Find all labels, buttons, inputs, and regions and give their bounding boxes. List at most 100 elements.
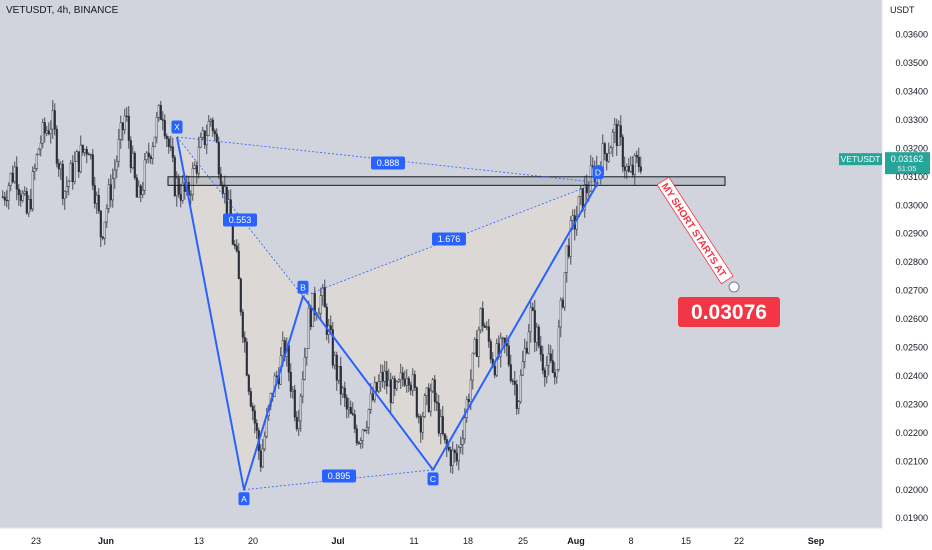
point-label-c: C bbox=[430, 474, 436, 484]
candle-body bbox=[255, 422, 258, 431]
time-axis-background bbox=[0, 528, 882, 550]
candle-body bbox=[89, 154, 92, 156]
ratio-label: 0.888 bbox=[377, 158, 400, 168]
candle-body bbox=[117, 139, 120, 162]
candle-body bbox=[213, 130, 216, 135]
price-tag-symbol-bg bbox=[839, 153, 882, 166]
resistance-zone bbox=[167, 176, 726, 186]
x-tick-label: 25 bbox=[518, 536, 528, 546]
candle-body bbox=[171, 146, 174, 158]
candle-body bbox=[217, 141, 220, 175]
short-callout-handle bbox=[728, 281, 740, 293]
candle-body bbox=[97, 195, 100, 212]
candle-body bbox=[523, 347, 526, 362]
candle-body bbox=[301, 378, 304, 397]
candle-body bbox=[553, 372, 556, 378]
candle-body bbox=[501, 337, 504, 340]
candle-body bbox=[307, 307, 310, 349]
candle-body bbox=[513, 380, 516, 385]
candle-body bbox=[71, 162, 74, 183]
candle-body bbox=[557, 326, 560, 370]
candle-body bbox=[21, 193, 24, 201]
candle-body bbox=[509, 364, 512, 381]
candle-body bbox=[455, 452, 458, 462]
candle-body bbox=[585, 184, 588, 194]
y-tick-label: 0.03400 bbox=[895, 86, 928, 96]
ratio-line-xd bbox=[176, 136, 599, 183]
x-tick-label: 18 bbox=[463, 536, 473, 546]
candle-body bbox=[249, 391, 252, 407]
candle-body bbox=[263, 435, 266, 450]
candle-body bbox=[319, 295, 322, 314]
y-tick-label: 0.03600 bbox=[895, 30, 928, 40]
candle-body bbox=[329, 325, 332, 330]
candle-body bbox=[507, 345, 510, 365]
candle-body bbox=[289, 372, 292, 392]
candle-body bbox=[447, 447, 450, 451]
candle-body bbox=[605, 153, 608, 162]
candle-body bbox=[347, 407, 350, 410]
candle-body bbox=[293, 389, 296, 418]
candle-body bbox=[481, 308, 484, 327]
candle-body bbox=[131, 152, 134, 168]
candle-body bbox=[499, 337, 502, 357]
candle-body bbox=[93, 185, 96, 204]
candle-body bbox=[31, 171, 34, 210]
candle-body bbox=[417, 416, 420, 418]
y-tick-label: 0.03300 bbox=[895, 115, 928, 125]
candle-body bbox=[287, 345, 290, 373]
candle-body bbox=[181, 182, 184, 201]
candle-body bbox=[479, 308, 482, 331]
candle-body bbox=[545, 365, 548, 378]
candle-body bbox=[635, 155, 638, 158]
x-tick-label: 23 bbox=[31, 536, 41, 546]
candle-body bbox=[401, 372, 404, 380]
candle-body bbox=[461, 438, 464, 445]
candle-body bbox=[81, 144, 84, 153]
y-tick-label: 0.02500 bbox=[895, 343, 928, 353]
candle-body bbox=[259, 450, 262, 468]
candle-body bbox=[25, 191, 28, 214]
candle-body bbox=[91, 154, 94, 186]
candle-body bbox=[435, 401, 438, 404]
candle-body bbox=[211, 119, 214, 132]
candle-body bbox=[335, 355, 338, 381]
candle-body bbox=[323, 287, 326, 308]
candle-body bbox=[133, 152, 136, 178]
candle-body bbox=[629, 164, 632, 172]
candle-body bbox=[19, 194, 22, 201]
candle-body bbox=[141, 189, 144, 195]
candle-body bbox=[79, 144, 82, 173]
candle-body bbox=[559, 299, 562, 328]
candle-body bbox=[153, 136, 156, 147]
ratio-label: 1.676 bbox=[438, 234, 461, 244]
candle-body bbox=[245, 341, 248, 376]
y-tick-label: 0.02000 bbox=[895, 485, 928, 495]
candle-body bbox=[607, 152, 610, 162]
x-tick-label: Jun bbox=[98, 536, 114, 546]
point-label-b: B bbox=[300, 282, 306, 292]
candle-body bbox=[619, 125, 622, 138]
candle-body bbox=[175, 177, 178, 196]
pattern-fill-bcd bbox=[303, 182, 598, 470]
candle-body bbox=[69, 162, 72, 182]
price-tag-symbol: VETUSDT bbox=[841, 154, 881, 164]
candle-body bbox=[621, 136, 624, 167]
candle-body bbox=[405, 378, 408, 386]
candle-body bbox=[195, 165, 198, 174]
candle-body bbox=[615, 124, 618, 146]
candle-body bbox=[369, 393, 372, 410]
candle-body bbox=[603, 143, 606, 154]
candle-body bbox=[281, 340, 284, 357]
point-label-d: D bbox=[595, 168, 601, 178]
candle-body bbox=[439, 416, 442, 434]
candle-body bbox=[583, 184, 586, 211]
candle-body bbox=[355, 428, 358, 444]
candle-body bbox=[179, 194, 182, 201]
ratio-label-bg bbox=[371, 156, 405, 170]
symbol-title: VETUSDT, 4h, BINANCE bbox=[6, 5, 119, 16]
candle-body bbox=[243, 337, 246, 343]
candle-body bbox=[247, 375, 250, 392]
candle-body bbox=[253, 410, 256, 424]
